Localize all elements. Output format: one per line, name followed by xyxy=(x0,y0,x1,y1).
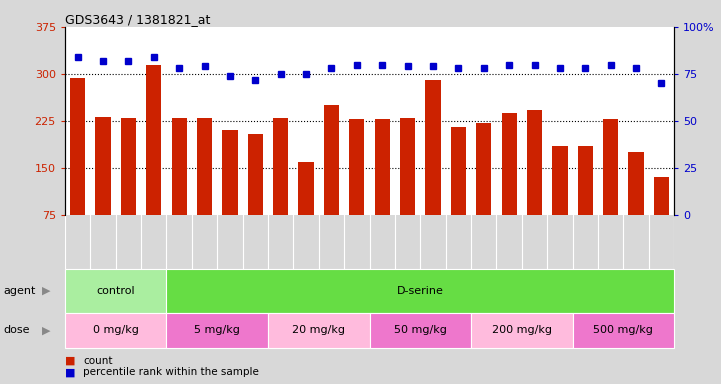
Bar xyxy=(324,105,339,215)
Bar xyxy=(527,110,542,215)
Text: 200 mg/kg: 200 mg/kg xyxy=(492,325,552,335)
Bar xyxy=(167,313,268,348)
Bar xyxy=(268,313,369,348)
Bar xyxy=(222,131,237,215)
Text: 50 mg/kg: 50 mg/kg xyxy=(394,325,447,335)
Bar xyxy=(451,127,466,215)
Bar xyxy=(146,65,162,215)
Bar xyxy=(578,146,593,215)
Bar xyxy=(629,152,644,215)
Text: 20 mg/kg: 20 mg/kg xyxy=(292,325,345,335)
Bar xyxy=(349,119,364,215)
Bar xyxy=(273,118,288,215)
Bar xyxy=(65,269,167,313)
Text: ■: ■ xyxy=(65,367,76,377)
Text: control: control xyxy=(97,286,135,296)
Bar xyxy=(654,177,669,215)
Bar xyxy=(471,313,572,348)
Text: dose: dose xyxy=(4,325,30,335)
Bar xyxy=(425,80,441,215)
Bar xyxy=(70,78,85,215)
Text: D-serine: D-serine xyxy=(397,286,443,296)
Text: agent: agent xyxy=(4,286,36,296)
Bar xyxy=(65,313,167,348)
Text: 5 mg/kg: 5 mg/kg xyxy=(194,325,240,335)
Bar xyxy=(400,118,415,215)
Bar xyxy=(476,123,492,215)
Bar xyxy=(502,113,517,215)
Bar xyxy=(552,146,567,215)
Bar xyxy=(298,162,314,215)
Text: 500 mg/kg: 500 mg/kg xyxy=(593,325,653,335)
Text: ■: ■ xyxy=(65,356,76,366)
Bar xyxy=(248,134,263,215)
Bar xyxy=(120,118,136,215)
Bar xyxy=(375,119,390,215)
Bar xyxy=(167,269,674,313)
Text: percentile rank within the sample: percentile rank within the sample xyxy=(83,367,259,377)
Text: 0 mg/kg: 0 mg/kg xyxy=(93,325,138,335)
Text: ▶: ▶ xyxy=(42,325,50,335)
Text: count: count xyxy=(83,356,112,366)
Text: ▶: ▶ xyxy=(42,286,50,296)
Bar xyxy=(603,119,619,215)
Bar xyxy=(572,313,674,348)
Bar xyxy=(197,118,212,215)
Text: GDS3643 / 1381821_at: GDS3643 / 1381821_at xyxy=(65,13,211,26)
Bar xyxy=(95,117,110,215)
Bar xyxy=(369,313,471,348)
Bar xyxy=(172,118,187,215)
